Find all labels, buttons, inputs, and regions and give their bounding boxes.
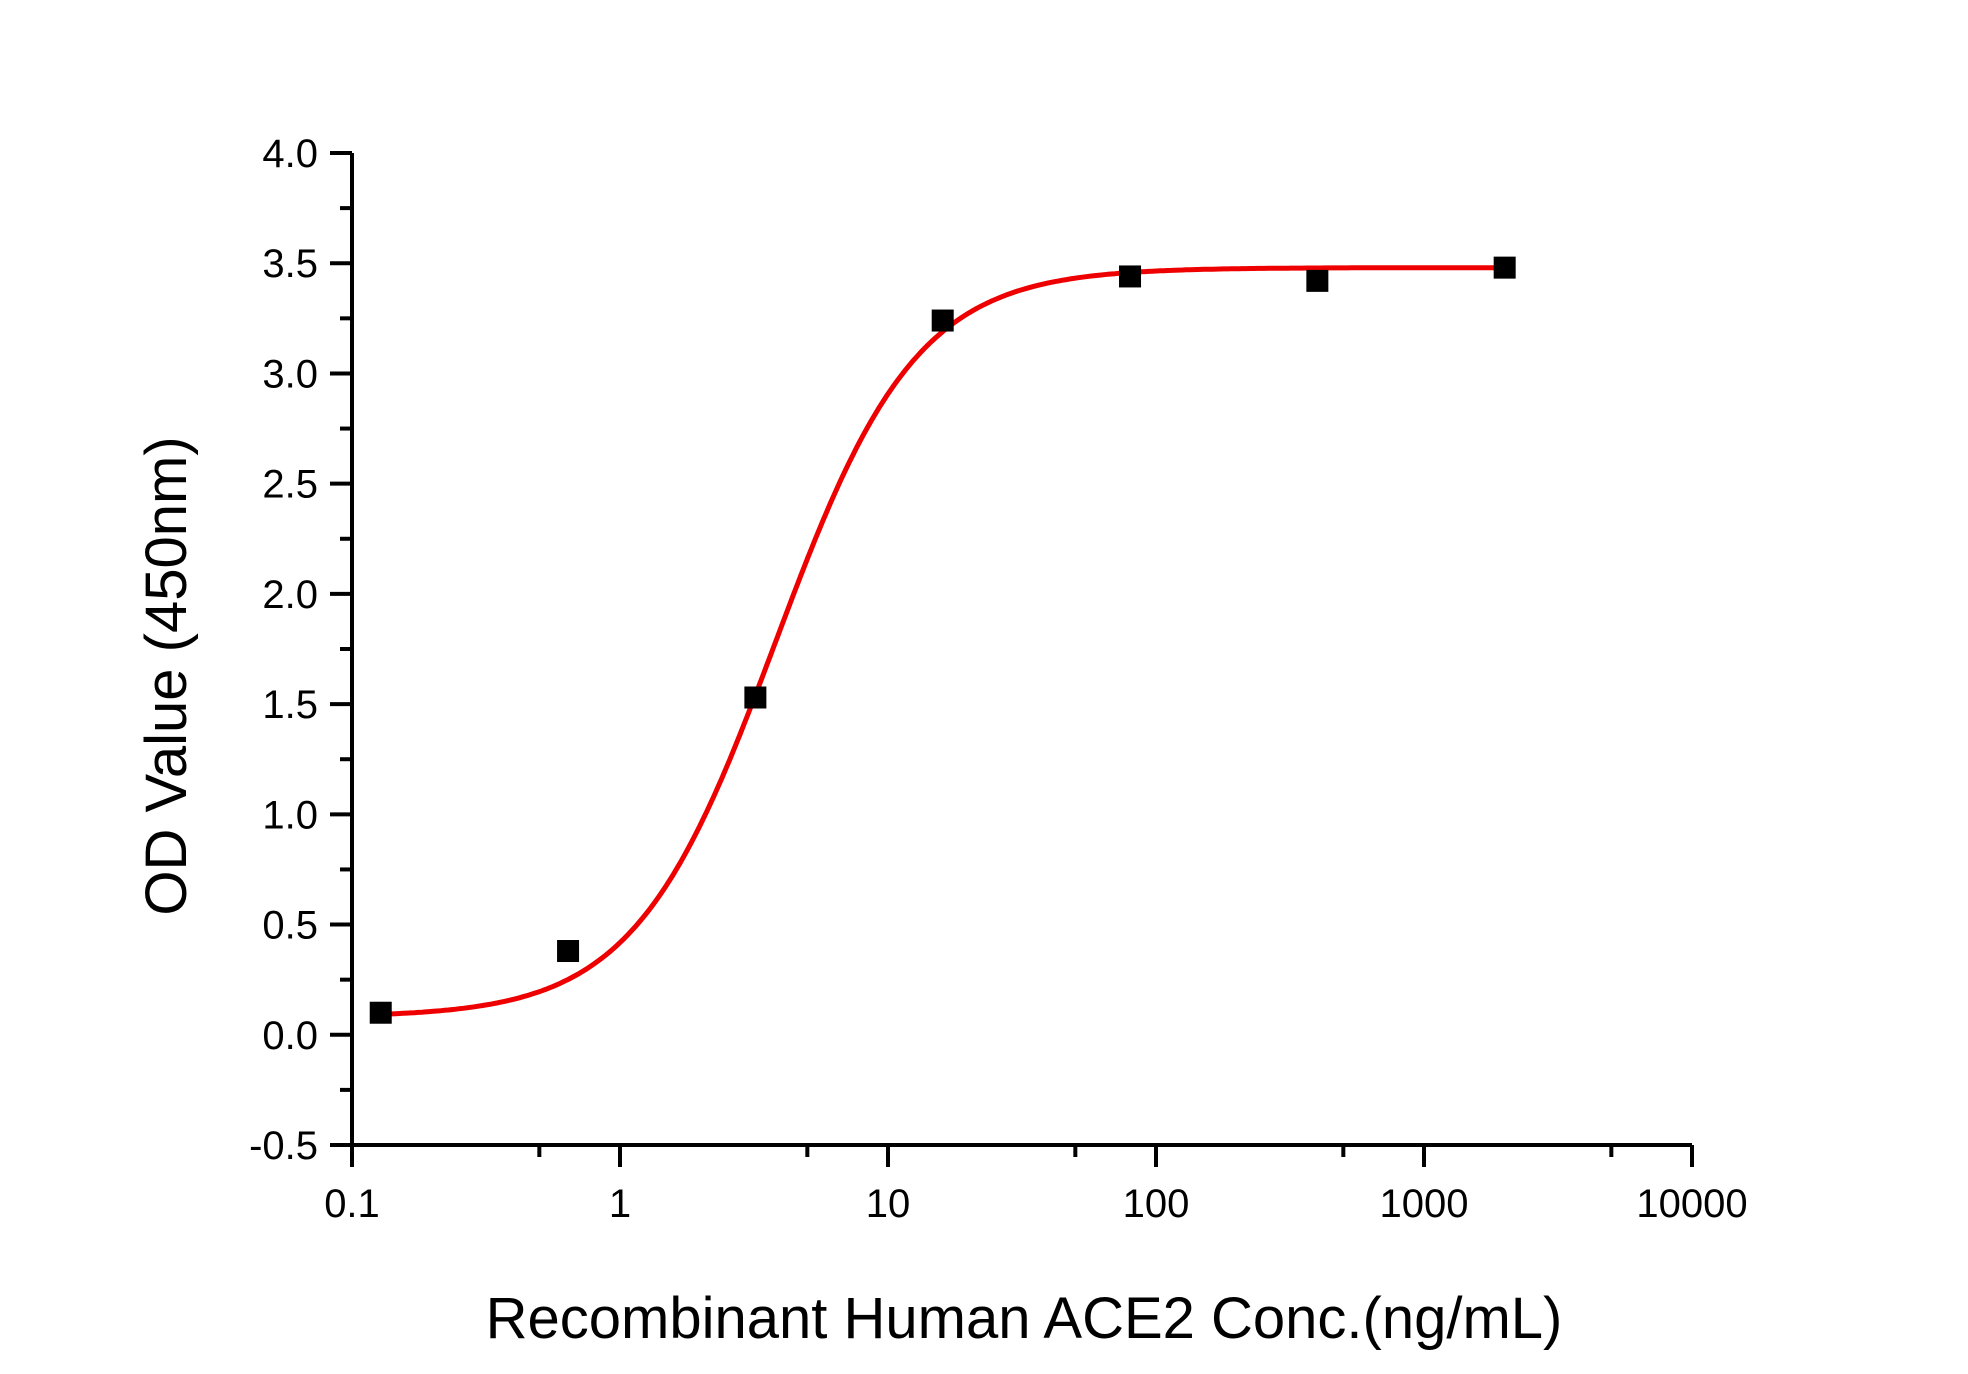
x-tick-label: 10000 bbox=[1636, 1182, 1747, 1226]
data-point-marker bbox=[1119, 265, 1142, 288]
x-axis-title: Recombinant Human ACE2 Conc.(ng/mL) bbox=[486, 1286, 1563, 1351]
data-markers bbox=[369, 256, 1516, 1024]
data-point-marker bbox=[744, 686, 767, 709]
y-tick-label: 2.5 bbox=[262, 463, 318, 507]
x-tick-label: 1 bbox=[609, 1182, 631, 1226]
y-tick-label: 0.0 bbox=[262, 1014, 318, 1058]
y-tick-label: 2.0 bbox=[262, 573, 318, 617]
x-tick-label: 100 bbox=[1123, 1182, 1190, 1226]
x-tick-label: 1000 bbox=[1380, 1182, 1469, 1226]
x-tick-label: 10 bbox=[866, 1182, 911, 1226]
y-tick-label: 0.5 bbox=[262, 904, 318, 948]
y-tick-label: 4.0 bbox=[262, 132, 318, 176]
y-tick-label: 3.0 bbox=[262, 352, 318, 396]
fit-curve-line bbox=[378, 265, 1508, 1017]
data-point-marker bbox=[369, 1001, 392, 1024]
y-axis: -0.5 0.0 0.5 1.0 1.5 2.0 2.5 3.0 3.5 4.0 bbox=[249, 132, 354, 1168]
x-tick-label: 0.1 bbox=[324, 1182, 380, 1226]
y-axis-title: OD Value (450nm) bbox=[134, 436, 199, 915]
y-tick-label: 1.5 bbox=[262, 683, 318, 727]
y-tick-label: 3.5 bbox=[262, 242, 318, 286]
data-point-marker bbox=[557, 940, 580, 963]
data-point-marker bbox=[931, 309, 954, 332]
data-point-marker bbox=[1493, 256, 1516, 279]
y-tick-label: 1.0 bbox=[262, 793, 318, 837]
y-tick-label: -0.5 bbox=[249, 1124, 318, 1168]
fit-curve bbox=[378, 265, 1508, 1017]
x-axis: 0.1 1 10 100 1000 10000 bbox=[324, 1143, 1748, 1226]
data-point-marker bbox=[1306, 269, 1329, 292]
